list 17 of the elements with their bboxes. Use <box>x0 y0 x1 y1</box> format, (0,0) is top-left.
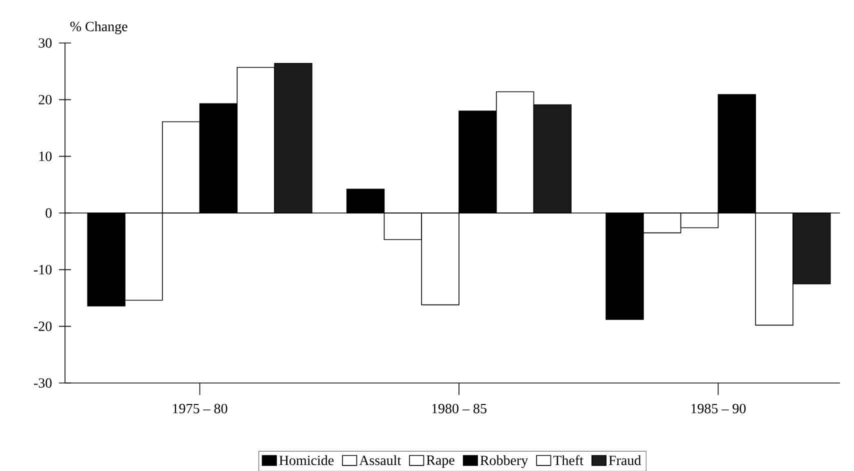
legend-label: Assault <box>359 455 402 465</box>
x-tick-label: 1980 – 85 <box>432 404 486 414</box>
x-tick-label: 1975 – 80 <box>173 404 228 414</box>
y-tick-label: -30 <box>34 378 52 388</box>
y-tick-label: 0 <box>46 208 52 218</box>
y-tick-label: 20 <box>38 94 52 104</box>
x-tick-label: 1985 – 90 <box>691 404 746 414</box>
y-tick-label: -20 <box>34 321 52 331</box>
y-axis-title: % Change <box>70 21 128 34</box>
legend-label: Homicide <box>279 455 334 465</box>
legend-label: Robbery <box>480 455 528 468</box>
y-tick-label: 10 <box>39 151 52 161</box>
legend-label: Theft <box>553 455 584 466</box>
legend-label: Rape <box>426 455 454 468</box>
legend-label: Fraud <box>608 455 641 465</box>
y-tick-label: -10 <box>34 264 52 274</box>
y-tick-label: 30 <box>38 38 52 48</box>
